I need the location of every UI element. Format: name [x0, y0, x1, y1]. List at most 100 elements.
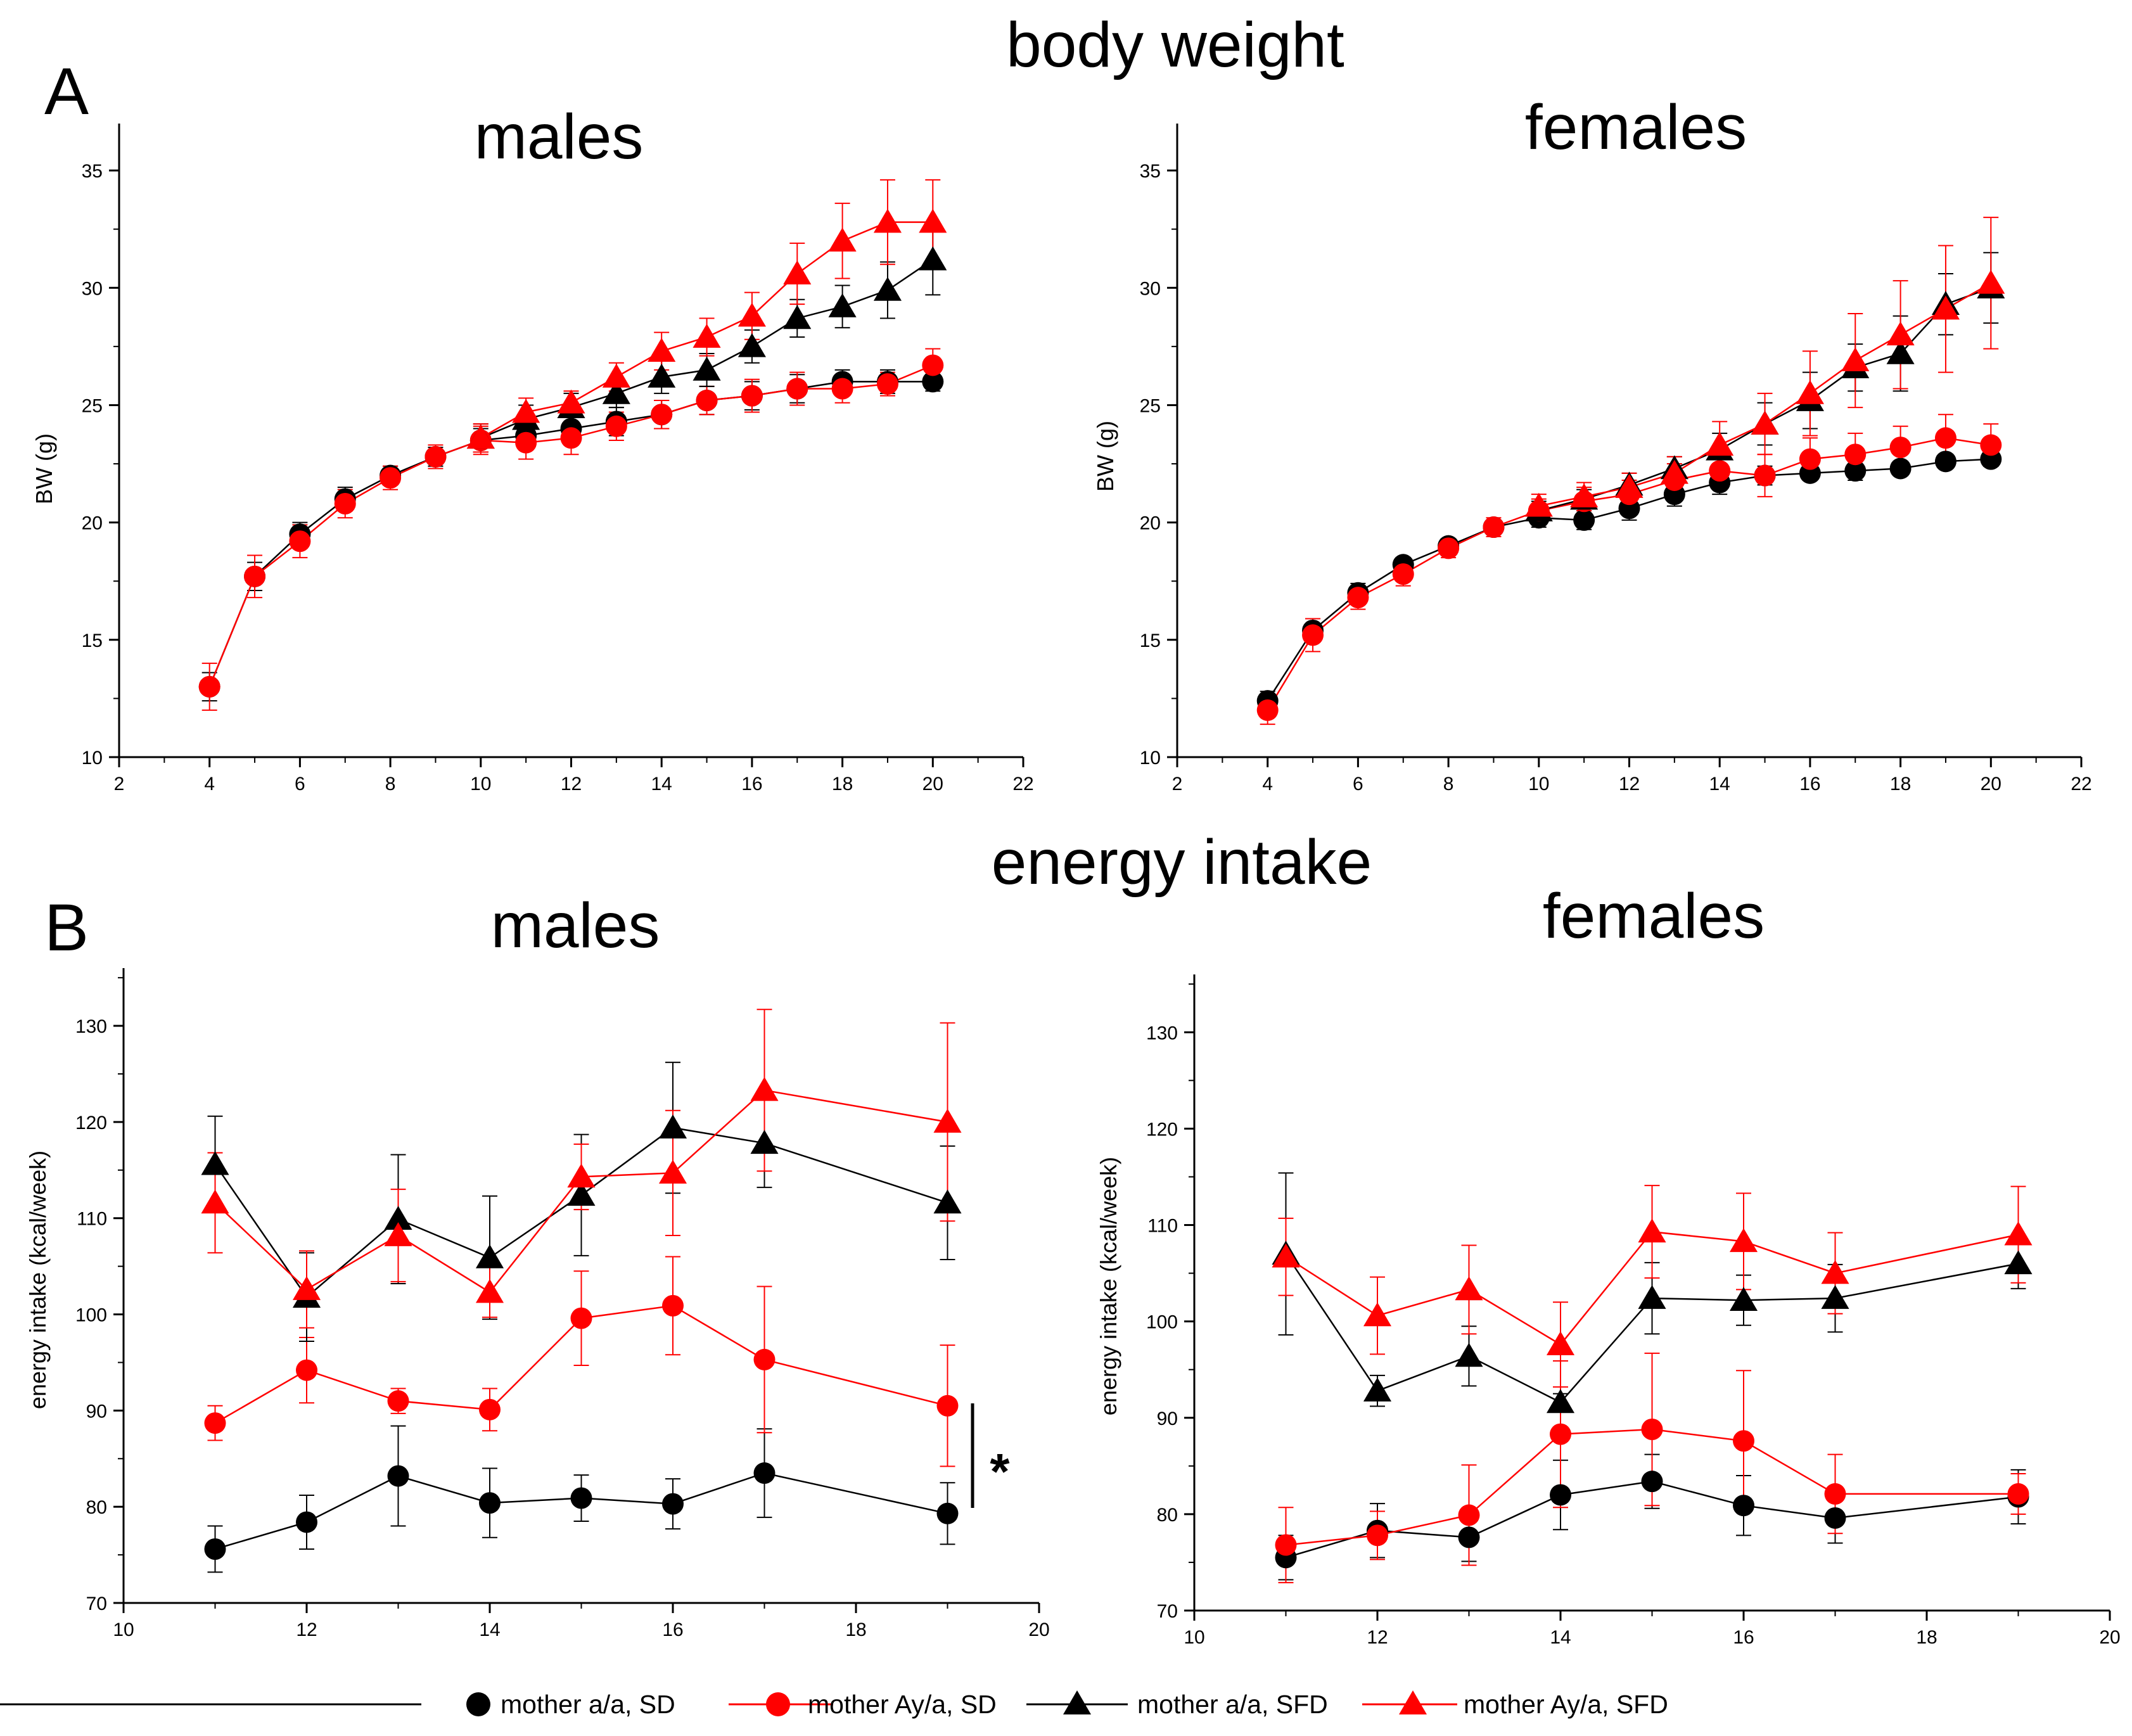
- marker-mother-a-a-sd: [570, 1487, 592, 1509]
- x-tick-label: 18: [1916, 1627, 1937, 1648]
- data-markers: [201, 1076, 962, 1560]
- marker-mother-ay-a-sfd: [1363, 1302, 1392, 1327]
- marker-mother-ay-a-sfd: [1615, 474, 1644, 498]
- y-tick-label: 20: [1140, 513, 1161, 534]
- panel-body-weight-females: females BW (g) 2 4 6 8 10 12 14 16 18 20 221015202…: [1092, 92, 2092, 795]
- y-tick-label: 100: [1146, 1312, 1178, 1333]
- marker-mother-a-a-sfd: [602, 380, 630, 404]
- legend-label: mother Ay/a, SD: [808, 1690, 997, 1719]
- panel-body-weight-males: males BW (g) 2 4 6 8 10 12 14 16 18 20 22 10 15 20 25 3…: [31, 101, 1034, 795]
- y-tick-label: 20: [82, 513, 103, 534]
- marker-mother-ay-a-sd: [1550, 1423, 1571, 1445]
- x-tick-label: 20: [1028, 1619, 1049, 1640]
- marker-mother-ay-a-sfd: [1841, 347, 1870, 371]
- y-tick-label: 70: [1157, 1601, 1178, 1622]
- legend-item-mother-a-a-sfd: mother a/a, SFD: [1026, 1690, 1328, 1719]
- x-tick-label: 14: [1709, 774, 1730, 795]
- marker-mother-a-a-sfd: [828, 293, 857, 317]
- x-tick-label: 4: [204, 774, 215, 795]
- marker-mother-ay-a-sd: [1799, 448, 1821, 470]
- marker-mother-a-a-sd: [479, 1492, 501, 1514]
- x-tick-label: 8: [385, 774, 396, 795]
- x-tick-label: 4: [1262, 774, 1273, 795]
- x-tick-label: 12: [296, 1619, 317, 1640]
- marker-mother-ay-a-sfd: [737, 302, 766, 327]
- marker-mother-ay-a-sfd: [1821, 1260, 1849, 1284]
- marker-mother-a-a-sd: [1550, 1484, 1571, 1506]
- marker-mother-ay-a-sfd: [1660, 459, 1688, 484]
- y-tick-label: 130: [1146, 1023, 1178, 1044]
- marker-mother-ay-a-sd: [1275, 1534, 1297, 1556]
- significance-marker: *: [990, 1443, 1010, 1500]
- marker-mother-a-a-sd: [1641, 1471, 1663, 1493]
- marker-mother-ay-a-sd: [831, 378, 853, 400]
- marker-mother-ay-a-sfd: [1638, 1218, 1666, 1242]
- marker-mother-ay-a-sd: [1641, 1419, 1663, 1441]
- marker-mother-ay-a-sd: [204, 1412, 226, 1434]
- marker-mother-a-a-sd: [922, 371, 944, 393]
- marker-mother-ay-a-sfd: [693, 324, 721, 348]
- marker-mother-ay-a-sfd: [201, 1189, 229, 1214]
- marker-mother-a-a-sd: [1824, 1507, 1846, 1529]
- marker-mother-ay-a-sd: [289, 530, 311, 552]
- y-tick-label: 30: [1140, 278, 1161, 299]
- x-tick-label: 14: [651, 774, 672, 795]
- marker-mother-ay-a-sd: [570, 1307, 592, 1329]
- marker-mother-ay-a-sfd: [1931, 295, 1960, 320]
- marker-mother-a-a-sfd: [475, 1244, 504, 1268]
- section-b-letter: B: [44, 891, 89, 965]
- marker-mother-ay-a-sd: [1438, 537, 1460, 559]
- marker-mother-ay-a-sd: [936, 1395, 959, 1417]
- marker-mother-a-a-sfd: [1363, 1377, 1392, 1401]
- marker-mother-a-a-sd: [1934, 450, 1956, 473]
- marker-mother-ay-a-sfd: [933, 1108, 962, 1133]
- marker-mother-a-a-sd: [296, 1511, 317, 1533]
- panel-energy-intake-females: females energy intake (kcal/week) 10 12 14…: [1095, 881, 2121, 1648]
- panel-title: males: [491, 890, 660, 961]
- marker-mother-a-a-sd: [662, 1493, 684, 1515]
- marker-mother-ay-a-sfd: [602, 364, 630, 388]
- marker-mother-a-a-sd: [936, 1502, 959, 1524]
- y-tick-label: 90: [86, 1401, 107, 1422]
- marker-mother-ay-a-sfd: [1977, 269, 2005, 294]
- marker-mother-a-a-sd: [387, 1465, 409, 1487]
- marker-mother-a-a-sd: [1889, 457, 1912, 480]
- x-tick-label: 12: [561, 774, 582, 795]
- legend-label: mother Ay/a, SFD: [1464, 1690, 1668, 1719]
- x-tick-label: 10: [1184, 1627, 1204, 1648]
- marker-mother-ay-a-sd: [1367, 1524, 1388, 1547]
- x-tick-label: 14: [479, 1619, 500, 1640]
- marker-mother-ay-a-sfd: [873, 208, 902, 233]
- section-b-title: energy intake: [992, 827, 1372, 898]
- x-tick-label: 20: [1981, 774, 2001, 795]
- legend-item-mother-a-a-sd: mother a/a, SD: [0, 1690, 675, 1719]
- marker-mother-ay-a-sd: [922, 354, 944, 376]
- marker-mother-ay-a-sfd: [750, 1076, 779, 1101]
- marker-mother-a-a-sd: [753, 1462, 776, 1484]
- legend-item-mother-ay-a-sd: mother Ay/a, SD: [729, 1690, 997, 1719]
- y-tick-label: 120: [1146, 1119, 1178, 1140]
- marker-mother-a-a-sfd: [737, 333, 766, 357]
- marker-mother-ay-a-sd: [387, 1390, 409, 1412]
- marker-mother-ay-a-sfd: [1272, 1243, 1300, 1268]
- y-tick-label: 30: [82, 278, 103, 299]
- x-tick-label: 20: [2099, 1627, 2120, 1648]
- x-tick-label: 22: [2071, 774, 2091, 795]
- x-tick-label: 20: [922, 774, 943, 795]
- legend-label: mother a/a, SFD: [1137, 1690, 1328, 1719]
- x-tick-label: 16: [662, 1619, 683, 1640]
- y-tick-label: 110: [77, 1209, 107, 1230]
- legend: mother a/a, SD mother Ay/a, SD mother a/…: [0, 1690, 1668, 1719]
- axes: 10 12 14 16 18 20 70 80 90 100 110 120 130: [1146, 974, 2121, 1648]
- y-axis-label: BW (g): [1092, 421, 1118, 492]
- legend-marker-triangle-icon: [1063, 1690, 1091, 1714]
- marker-mother-ay-a-sd: [296, 1359, 317, 1381]
- series-line-mother-a-a-sfd: [1285, 1253, 2019, 1403]
- x-tick-label: 22: [1012, 774, 1033, 795]
- marker-mother-ay-a-sd: [786, 378, 808, 400]
- series-line-mother-ay-a-sfd: [1285, 1230, 2019, 1346]
- marker-mother-ay-a-sd: [334, 493, 356, 514]
- panel-title: females: [1543, 881, 1765, 952]
- data-markers: [1272, 1218, 2033, 1569]
